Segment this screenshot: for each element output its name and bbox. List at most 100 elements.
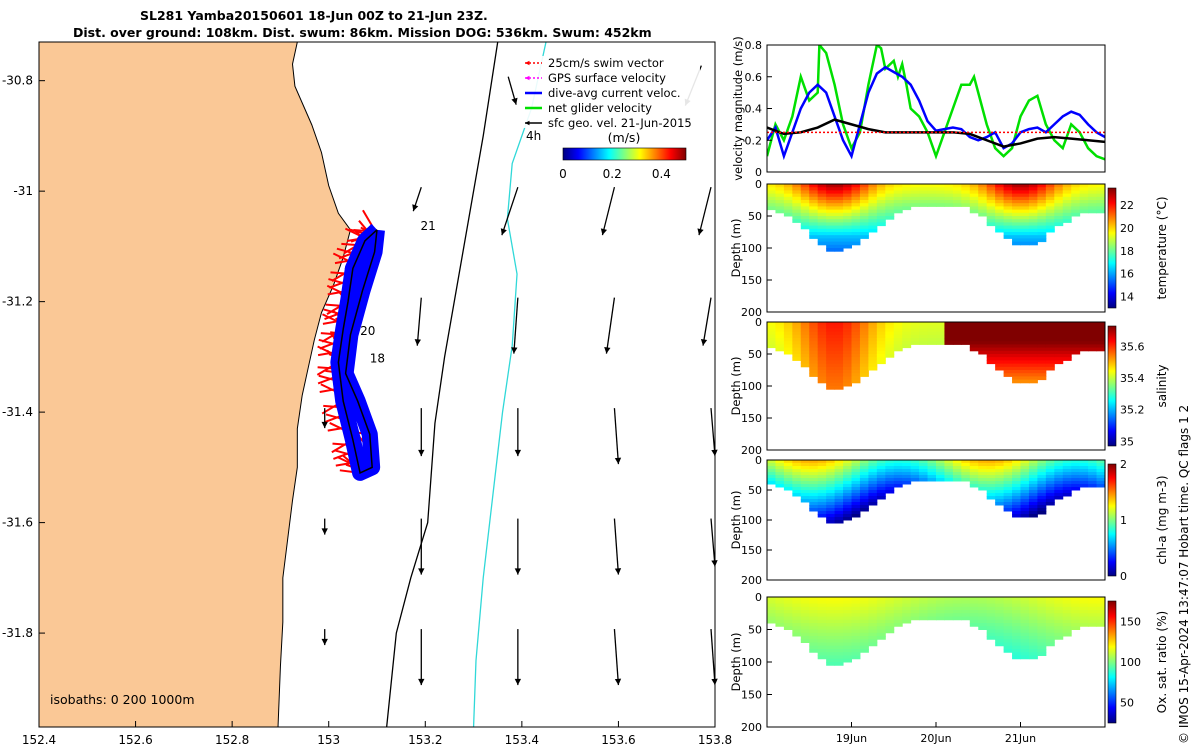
temperature-section-cell — [1012, 216, 1021, 220]
oxygen-section-cell — [851, 629, 861, 634]
chla-section-cell — [783, 466, 793, 470]
temperature-section-cell — [986, 187, 996, 191]
salinity-section-cell — [1037, 325, 1047, 329]
oxygen-section-cell — [1054, 623, 1064, 627]
temperature-section-cell — [800, 222, 810, 227]
chla-section-y-tick-label: 0 — [755, 454, 762, 467]
temperature-section-cell — [809, 219, 819, 223]
oxygen-section-cell — [986, 636, 996, 640]
temperature-section-cell — [868, 196, 878, 201]
temperature-section-cell — [1028, 196, 1038, 201]
salinity-section-cell — [876, 328, 886, 333]
oxygen-section-cell — [1020, 639, 1030, 643]
oxygen-section-cell — [1079, 616, 1089, 621]
salinity-section-cell — [817, 338, 827, 342]
oxygen-section-cell — [1071, 616, 1081, 621]
salinity-section-cell — [936, 322, 945, 326]
salinity-section-cell — [1003, 357, 1013, 361]
salinity-section-cell — [817, 350, 827, 355]
salinity-section-cell — [1037, 363, 1047, 368]
temperature-section-cell — [817, 228, 827, 233]
salinity-section-cell — [817, 379, 827, 384]
temperature-section-cell — [868, 219, 878, 223]
chla-section-cell — [1020, 478, 1030, 482]
temperature-section-colorbar-tick: 18 — [1120, 245, 1134, 258]
oxygen-section-cell — [826, 626, 836, 630]
oxygen-section-cell — [986, 613, 996, 617]
chla-section-cell — [809, 496, 819, 500]
chla-section-cell — [1045, 469, 1055, 473]
chla-section-cell — [986, 460, 996, 464]
oxygen-section-cell — [775, 597, 785, 601]
temperature-section-cell — [961, 193, 971, 198]
oxygen-section-cell — [1045, 632, 1055, 637]
chla-section-cell — [910, 466, 920, 470]
temperature-section-cell — [1079, 190, 1089, 195]
chla-section-cell — [859, 469, 869, 473]
chla-section-cell — [1045, 502, 1055, 506]
salinity-section-cell — [826, 344, 836, 349]
temperature-section-cell — [986, 222, 996, 227]
temperature-section-cell — [792, 193, 802, 198]
map-colorbar-label: (m/s) — [608, 130, 641, 145]
oxygen-section-cell — [775, 623, 785, 627]
oxygen-section-cell — [1028, 649, 1038, 653]
salinity-section-cell — [817, 322, 827, 326]
oxygen-section-cell — [1028, 655, 1038, 660]
salinity-section-cell — [868, 331, 878, 336]
chla-section-cell — [851, 487, 861, 491]
chla-section-cell — [809, 475, 819, 479]
temperature-section-cell — [1020, 184, 1030, 188]
temperature-section-cell — [893, 184, 903, 188]
salinity-section-cell — [969, 331, 979, 336]
chla-section-cell — [1096, 481, 1105, 485]
oxygen-section-cell — [1003, 649, 1013, 653]
chla-section-cell — [868, 478, 878, 482]
chla-section-cell — [1088, 460, 1098, 464]
temperature-section-y-tick-label: 50 — [748, 210, 762, 223]
temperature-section-cell — [834, 212, 844, 217]
salinity-section-cell — [1079, 341, 1089, 345]
temperature-section-cell — [910, 196, 920, 201]
salinity-section-cell — [952, 334, 962, 339]
chla-section-cell — [859, 463, 869, 467]
chla-section-cell — [1003, 505, 1013, 509]
chla-section-cell — [986, 475, 996, 479]
oxygen-section-cell — [817, 649, 827, 653]
chla-section-cell — [1003, 490, 1013, 494]
temperature-section-cell — [826, 196, 836, 201]
temperature-section-cell — [792, 196, 802, 201]
chla-section-cell — [876, 469, 886, 473]
chla-section-cell — [792, 487, 802, 491]
chla-section-cell — [952, 466, 962, 470]
temperature-section-cell — [995, 190, 1005, 195]
salinity-section-cell — [1012, 350, 1021, 355]
salinity-section-cell — [995, 363, 1005, 368]
chla-section-cell — [800, 469, 810, 473]
chla-section-cell — [817, 481, 827, 485]
salinity-section-cell — [775, 338, 785, 342]
oxygen-section-cell — [1028, 629, 1038, 634]
chla-section-cell — [809, 508, 819, 512]
salinity-section-cell — [1037, 366, 1047, 371]
oxygen-section-cell — [817, 629, 827, 634]
chla-section-cell — [1054, 475, 1064, 479]
oxygen-section-cell — [1003, 603, 1013, 608]
oxygen-section-cell — [1079, 623, 1089, 627]
temperature-section-cell — [919, 203, 929, 207]
chla-section-colorbar — [1107, 463, 1117, 577]
salinity-section-cell — [1088, 322, 1098, 326]
salinity-section-cell — [1062, 347, 1072, 352]
salinity-section-cell — [826, 360, 836, 365]
chla-section-cell — [817, 496, 827, 500]
chla-section-cell — [1012, 493, 1021, 497]
salinity-section-cell — [995, 350, 1005, 355]
salinity-section-cell — [1003, 366, 1013, 371]
salinity-section-cell — [1012, 341, 1021, 345]
oxygen-section-cell — [834, 632, 844, 637]
chla-section-cell — [1062, 469, 1072, 473]
temperature-section-cell — [1045, 203, 1055, 207]
chla-section-cell — [995, 487, 1005, 491]
oxygen-section-cell — [1020, 603, 1030, 608]
temperature-section-cell — [978, 212, 988, 217]
